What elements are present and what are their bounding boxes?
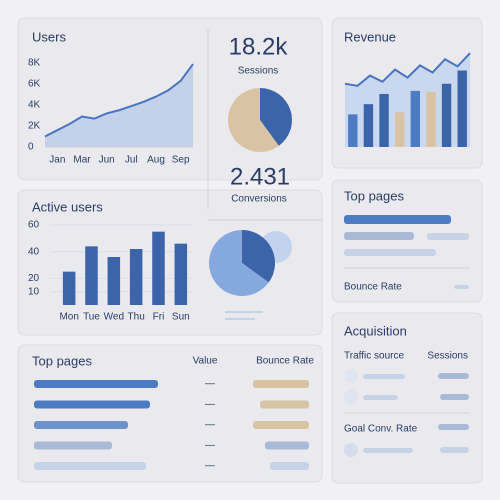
y-tick-label: 8K [28, 58, 41, 69]
placeholder-bar [225, 318, 255, 320]
area [345, 53, 470, 147]
bar [62, 271, 76, 305]
bar [457, 70, 467, 147]
placeholder-bar [363, 448, 413, 453]
bar [107, 257, 121, 305]
placeholder-bar [225, 311, 263, 313]
icon [344, 443, 358, 457]
placeholder-bar [363, 395, 398, 400]
x-tick-label: Sun [172, 312, 190, 323]
placeholder-bar [253, 380, 309, 388]
card-title: Top pages [344, 188, 404, 203]
table-cell: — [205, 379, 215, 390]
footer-label: Bounce Rate [344, 282, 402, 293]
placeholder-bar [34, 462, 146, 470]
bar [85, 246, 98, 305]
bar [426, 91, 436, 147]
x-tick-label: Jun [99, 155, 115, 166]
x-tick-label: Jan [49, 155, 65, 166]
line [344, 52, 471, 87]
x-tick-label: Jul [125, 155, 138, 166]
placeholder-bar [438, 373, 469, 379]
placeholder-bar [344, 232, 414, 240]
x-tick-label: Mar [73, 155, 91, 166]
placeholder-bar [253, 421, 309, 429]
bar [363, 104, 374, 147]
x-tick-label: Fri [153, 312, 165, 323]
card [331, 312, 483, 484]
x-tick-label: Thu [128, 312, 145, 323]
bar [152, 231, 165, 305]
y-tick-label: 10 [28, 286, 40, 297]
y-tick-label: 2K [28, 121, 41, 132]
column-header: Traffic source [344, 351, 404, 362]
placeholder-bar [438, 424, 469, 430]
placeholder-bar [427, 233, 469, 240]
placeholder-bar [270, 462, 309, 470]
placeholder-bar [344, 249, 436, 256]
table-cell: — [205, 420, 215, 431]
card-title: Users [32, 29, 66, 44]
placeholder-bar [34, 380, 158, 388]
placeholder-bar [454, 285, 469, 289]
pie-slice [209, 230, 269, 296]
table-cell: — [205, 461, 215, 472]
pie-slice [242, 230, 276, 283]
footer-label: Goal Conv. Rate [344, 424, 418, 435]
line [44, 63, 194, 138]
card-title: Acquisition [344, 323, 407, 338]
card [331, 179, 483, 303]
pie-slice [228, 88, 279, 152]
bar [410, 90, 420, 147]
metric-value: 18.2k [229, 33, 289, 60]
bar [129, 249, 143, 305]
card-title: Revenue [344, 29, 396, 44]
bar [395, 112, 405, 147]
placeholder-bar [260, 400, 309, 409]
y-tick-label: 40 [28, 246, 40, 257]
column-header: Bounce Rate [256, 356, 314, 367]
y-tick-label: 0 [28, 142, 34, 153]
y-tick-label: 20 [28, 273, 40, 284]
x-tick-label: Sep [172, 155, 190, 166]
area [45, 64, 193, 147]
placeholder-bar [34, 441, 112, 450]
x-tick-label: Aug [147, 155, 165, 166]
x-tick-label: Mon [59, 312, 78, 323]
x-tick-label: Wed [104, 312, 124, 323]
placeholder-bar [34, 400, 150, 409]
placeholder-bar [363, 374, 405, 379]
column-header: Value [193, 356, 218, 367]
placeholder-bar [344, 215, 451, 224]
icon [344, 390, 358, 404]
placeholder-bar [440, 447, 469, 453]
column-header: Sessions [427, 351, 468, 362]
table-cell: — [205, 399, 215, 410]
y-tick-label: 60 [28, 220, 40, 231]
placeholder-bar [265, 441, 309, 450]
metric-label: Sessions [238, 66, 279, 77]
placeholder-bar [34, 421, 128, 429]
card-title: Top pages [32, 353, 92, 368]
table-cell: — [205, 440, 215, 451]
card-title: Active users [32, 199, 103, 214]
y-tick-label: 6K [28, 79, 41, 90]
bar [174, 243, 188, 305]
icon [344, 369, 358, 383]
metric-label: Conversions [231, 194, 287, 205]
metric-value: 2.431 [230, 163, 290, 190]
bar [441, 83, 452, 147]
pie-slice [260, 87, 293, 146]
y-tick-label: 4K [28, 100, 41, 111]
bar [379, 93, 389, 147]
bar [348, 114, 358, 147]
placeholder-bar [440, 394, 469, 400]
x-tick-label: Tue [83, 312, 100, 323]
